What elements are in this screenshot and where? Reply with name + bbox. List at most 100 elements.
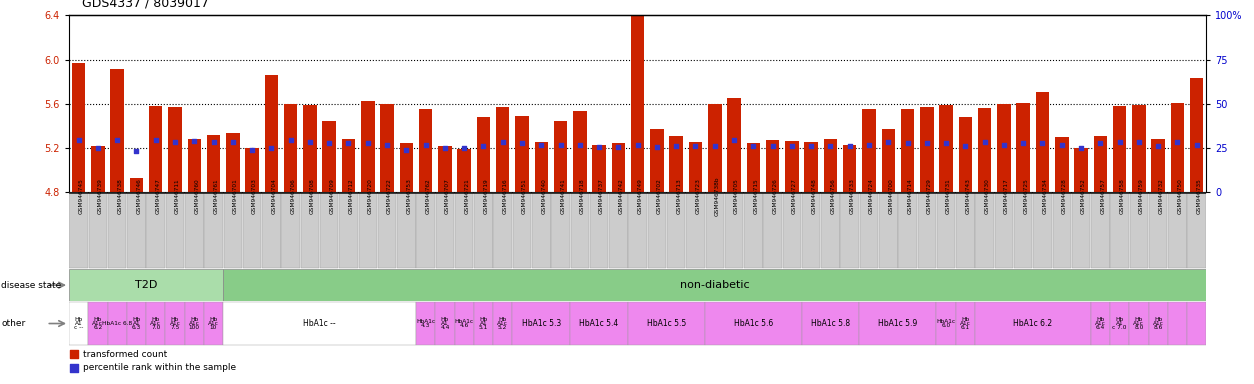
- Point: [1167, 139, 1188, 146]
- FancyBboxPatch shape: [647, 193, 666, 268]
- Text: GSM946740: GSM946740: [542, 178, 547, 214]
- Bar: [515, 116, 529, 192]
- FancyBboxPatch shape: [1169, 193, 1186, 268]
- FancyBboxPatch shape: [860, 193, 878, 268]
- FancyBboxPatch shape: [359, 193, 377, 268]
- Point: [435, 145, 455, 151]
- Point: [396, 147, 416, 153]
- FancyBboxPatch shape: [69, 193, 88, 268]
- Bar: [380, 104, 394, 192]
- Bar: [958, 117, 972, 192]
- Text: Hb
A1c
6.2: Hb A1c 6.2: [93, 317, 103, 330]
- FancyBboxPatch shape: [571, 193, 589, 268]
- Text: Hb
A1c
7.0: Hb A1c 7.0: [150, 317, 162, 330]
- Bar: [71, 63, 85, 192]
- Text: GSM946729: GSM946729: [927, 178, 932, 214]
- Bar: [1151, 139, 1165, 192]
- FancyBboxPatch shape: [918, 193, 935, 268]
- Bar: [1091, 302, 1110, 345]
- Text: GSM946727: GSM946727: [791, 178, 796, 214]
- FancyBboxPatch shape: [1014, 193, 1032, 268]
- Point: [956, 142, 976, 149]
- Point: [242, 147, 262, 153]
- FancyBboxPatch shape: [301, 193, 320, 268]
- FancyBboxPatch shape: [1188, 193, 1206, 268]
- Bar: [513, 302, 571, 345]
- Text: HbA1c
6.0: HbA1c 6.0: [937, 319, 956, 328]
- FancyBboxPatch shape: [532, 193, 551, 268]
- FancyBboxPatch shape: [223, 193, 242, 268]
- Bar: [1075, 148, 1087, 192]
- Bar: [1132, 105, 1146, 192]
- FancyBboxPatch shape: [147, 193, 166, 268]
- Bar: [1130, 302, 1149, 345]
- Bar: [419, 109, 433, 192]
- Text: HbA1c 6.8: HbA1c 6.8: [102, 321, 132, 326]
- Bar: [1036, 91, 1050, 192]
- Text: HbA1c 5.6: HbA1c 5.6: [734, 319, 772, 328]
- Text: GSM946720: GSM946720: [367, 178, 372, 214]
- Point: [859, 141, 879, 147]
- FancyBboxPatch shape: [340, 193, 357, 268]
- Point: [840, 142, 860, 149]
- Text: GSM946749: GSM946749: [637, 178, 642, 214]
- Text: GSM946759: GSM946759: [1139, 178, 1144, 214]
- Point: [327, 280, 347, 286]
- FancyBboxPatch shape: [513, 193, 532, 268]
- Bar: [688, 142, 702, 192]
- Bar: [1093, 136, 1107, 192]
- Text: Hb
A1c
100: Hb A1c 100: [188, 317, 199, 330]
- Text: Hb
A1
4.4: Hb A1 4.4: [440, 317, 450, 330]
- Point: [1090, 140, 1110, 146]
- Point: [724, 137, 744, 143]
- Point: [627, 141, 647, 147]
- Text: GSM946701: GSM946701: [233, 178, 238, 214]
- Text: GSM946700: GSM946700: [888, 178, 893, 214]
- Text: GSM946726: GSM946726: [772, 178, 777, 214]
- Point: [300, 139, 320, 146]
- Bar: [265, 75, 278, 192]
- FancyBboxPatch shape: [628, 193, 647, 268]
- Bar: [322, 121, 336, 192]
- Bar: [997, 104, 1011, 192]
- FancyBboxPatch shape: [552, 193, 569, 268]
- Bar: [863, 109, 875, 192]
- Point: [551, 141, 571, 147]
- Bar: [573, 111, 587, 192]
- Text: HbA1c 5.4: HbA1c 5.4: [579, 319, 618, 328]
- Text: GSM946722: GSM946722: [387, 178, 393, 214]
- Bar: [110, 70, 124, 192]
- FancyBboxPatch shape: [398, 193, 415, 268]
- Point: [917, 140, 937, 146]
- Text: transformed count: transformed count: [83, 350, 167, 359]
- Text: Hb
A1c
6.4: Hb A1c 6.4: [1095, 317, 1106, 330]
- Point: [184, 138, 204, 144]
- Point: [686, 142, 706, 149]
- Text: Hb
A1c
7.5: Hb A1c 7.5: [169, 317, 181, 330]
- Bar: [1171, 103, 1184, 192]
- FancyBboxPatch shape: [801, 193, 820, 268]
- Bar: [670, 136, 683, 192]
- Point: [166, 139, 186, 146]
- Text: GSM946751: GSM946751: [522, 178, 527, 214]
- Bar: [882, 129, 895, 192]
- Text: GSM946721: GSM946721: [464, 178, 469, 214]
- Text: GSM946750: GSM946750: [1178, 178, 1183, 214]
- FancyBboxPatch shape: [455, 193, 474, 268]
- Text: GSM946733: GSM946733: [850, 178, 855, 214]
- Point: [647, 144, 667, 150]
- Point: [281, 137, 301, 143]
- Bar: [650, 129, 663, 192]
- Point: [223, 139, 243, 146]
- Point: [1129, 139, 1149, 146]
- Point: [666, 142, 686, 149]
- Bar: [843, 144, 856, 192]
- Point: [744, 142, 764, 149]
- Text: GSM946716: GSM946716: [503, 178, 508, 214]
- FancyBboxPatch shape: [281, 193, 300, 268]
- Point: [107, 137, 127, 143]
- Text: GSM946723: GSM946723: [696, 178, 701, 214]
- Text: Hb
A1c
5.2: Hb A1c 5.2: [498, 317, 508, 330]
- Bar: [1110, 302, 1130, 345]
- Text: GSM946707: GSM946707: [445, 178, 450, 214]
